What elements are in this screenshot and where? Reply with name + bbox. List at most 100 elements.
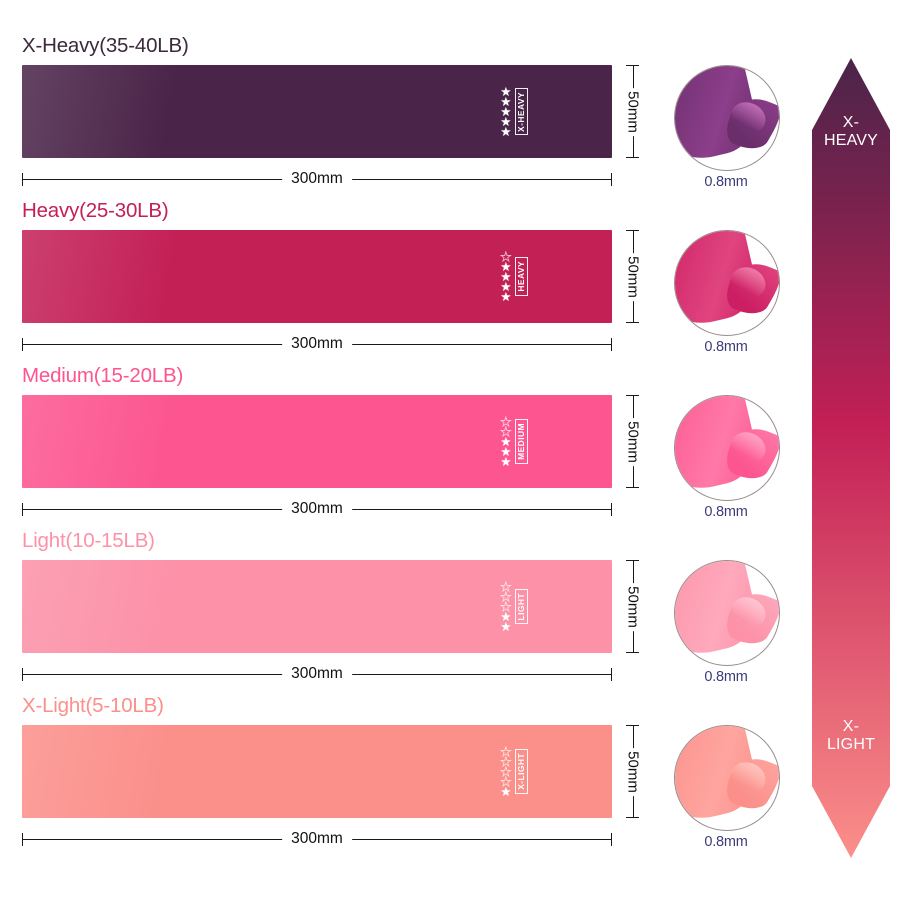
length-dimension: 300mm — [22, 830, 612, 848]
width-dimension-label: 50mm — [623, 87, 643, 136]
star-filled-icon: ★ — [500, 114, 512, 129]
length-dimension-cap-left — [22, 668, 23, 681]
band-level-tag: HEAVY — [514, 257, 528, 296]
scale-arrow-bottom-label-line2: LIGHT — [826, 735, 876, 753]
width-dimension-label: 50mm — [623, 582, 643, 631]
width-dimension-cap-top — [626, 560, 639, 561]
star-filled-icon: ★ — [500, 279, 512, 294]
band-level-tag: MEDIUM — [514, 419, 528, 464]
width-dimension-label: 50mm — [623, 252, 643, 301]
width-dimension-cap-bottom — [626, 652, 639, 653]
star-filled-icon: ★ — [500, 259, 512, 274]
star-filled-icon: ★ — [500, 784, 512, 799]
band-level-tag-label: LIGHT — [516, 592, 526, 621]
star-filled-icon: ★ — [500, 289, 512, 304]
band-level-tag-label: X-LIGHT — [516, 753, 526, 790]
star-outline-icon: ★ — [500, 579, 512, 594]
band-row: X-Heavy(35-40LB) ★ ★ ★ ★ ★ X-HEAVY 50mm 300mm — [0, 34, 660, 201]
band-title: Light(10-15LB) — [22, 529, 155, 552]
band-row: Heavy(25-30LB) ★ ★ ★ ★ ★ HEAVY 50mm 300mm — [0, 199, 660, 366]
length-dimension: 300mm — [22, 170, 612, 188]
star-outline-icon: ★ — [500, 414, 512, 429]
star-outline-icon: ★ — [500, 249, 512, 264]
band-thickness-closeup-photo — [674, 725, 780, 831]
band-strip: ★ ★ ★ ★ ★ X-LIGHT — [22, 725, 612, 818]
band-strip: ★ ★ ★ ★ ★ HEAVY — [22, 230, 612, 323]
star-filled-icon: ★ — [500, 609, 512, 624]
length-dimension-cap-right — [611, 668, 612, 681]
star-outline-icon: ★ — [500, 774, 512, 789]
width-dimension-cap-top — [626, 395, 639, 396]
star-filled-icon: ★ — [500, 104, 512, 119]
resistance-scale-arrow: X- HEAVY X- LIGHT — [812, 58, 890, 858]
star-filled-icon: ★ — [500, 434, 512, 449]
band-printed-logo: ★ ★ ★ ★ ★ X-HEAVY — [500, 84, 528, 139]
band-thickness-closeup-photo — [674, 230, 780, 336]
band-level-tag-label: MEDIUM — [516, 423, 526, 460]
band-printed-logo: ★ ★ ★ ★ ★ MEDIUM — [500, 414, 528, 469]
length-dimension-cap-right — [611, 338, 612, 351]
width-dimension-label: 50mm — [623, 747, 643, 796]
thickness-detail-row: 0.8mm — [660, 366, 800, 531]
length-dimension-cap-left — [22, 503, 23, 516]
band-star-rating: ★ ★ ★ ★ ★ — [500, 579, 512, 633]
scale-arrow-top-label-line1: X- — [842, 114, 860, 131]
band-level-tag-label: X-HEAVY — [516, 91, 526, 132]
star-filled-icon: ★ — [500, 84, 512, 99]
star-outline-icon: ★ — [500, 589, 512, 604]
band-star-rating: ★ ★ ★ ★ ★ — [500, 249, 512, 304]
thickness-detail-row: 0.8mm — [660, 36, 800, 201]
star-outline-icon: ★ — [500, 744, 512, 759]
bands-column: X-Heavy(35-40LB) ★ ★ ★ ★ ★ X-HEAVY 50mm 300mm Hea… — [0, 34, 660, 876]
band-title: Heavy(25-30LB) — [22, 199, 169, 222]
length-dimension-cap-left — [22, 173, 23, 186]
scale-arrow-bottom-label: X- LIGHT — [812, 718, 890, 754]
scale-arrow-bottom-label-line1: X- — [842, 718, 860, 735]
length-dimension-cap-right — [611, 833, 612, 846]
band-strip: ★ ★ ★ ★ ★ LIGHT — [22, 560, 612, 653]
width-dimension-label: 50mm — [623, 417, 643, 466]
thickness-detail-row: 0.8mm — [660, 696, 800, 861]
width-dimension: 50mm — [620, 560, 646, 653]
thickness-column: 0.8mm 0.8mm 0.8mm 0.8mm 0.8mm — [660, 36, 800, 876]
band-level-tag: X-LIGHT — [514, 749, 528, 794]
band-row: Light(10-15LB) ★ ★ ★ ★ ★ LIGHT 50mm 300mm — [0, 529, 660, 696]
length-dimension-label: 300mm — [282, 665, 352, 683]
width-dimension: 50mm — [620, 65, 646, 158]
band-star-rating: ★ ★ ★ ★ ★ — [500, 744, 512, 799]
length-dimension-cap-right — [611, 173, 612, 186]
length-dimension-label: 300mm — [282, 830, 352, 848]
band-level-tag: X-HEAVY — [514, 87, 528, 136]
width-dimension-cap-top — [626, 725, 639, 726]
length-dimension-label: 300mm — [282, 500, 352, 518]
band-title: X-Light(5-10LB) — [22, 694, 164, 717]
scale-arrow-shape — [812, 58, 890, 858]
band-printed-logo: ★ ★ ★ ★ ★ X-LIGHT — [500, 744, 528, 799]
band-printed-logo: ★ ★ ★ ★ ★ LIGHT — [500, 579, 528, 633]
star-filled-icon: ★ — [500, 454, 512, 469]
scale-arrow-top-label: X- HEAVY — [812, 114, 890, 150]
band-strip: ★ ★ ★ ★ ★ MEDIUM — [22, 395, 612, 488]
star-outline-icon: ★ — [500, 754, 512, 769]
width-dimension-cap-bottom — [626, 817, 639, 818]
star-filled-icon: ★ — [500, 444, 512, 459]
star-filled-icon: ★ — [500, 94, 512, 109]
band-row: Medium(15-20LB) ★ ★ ★ ★ ★ MEDIUM 50mm 300mm — [0, 365, 660, 531]
width-dimension: 50mm — [620, 395, 646, 488]
thickness-detail-row: 0.8mm — [660, 531, 800, 696]
band-star-rating: ★ ★ ★ ★ ★ — [500, 84, 512, 139]
thickness-detail-row: 0.8mm — [660, 201, 800, 366]
length-dimension: 300mm — [22, 665, 612, 683]
band-thickness-closeup-photo — [674, 560, 780, 666]
star-filled-icon: ★ — [500, 269, 512, 284]
star-filled-icon: ★ — [500, 124, 512, 139]
star-outline-icon: ★ — [500, 599, 512, 614]
star-outline-icon: ★ — [500, 424, 512, 439]
band-title: X-Heavy(35-40LB) — [22, 34, 189, 57]
band-thickness-closeup-photo — [674, 395, 780, 501]
length-dimension: 300mm — [22, 335, 612, 353]
band-thickness-closeup-photo — [674, 65, 780, 171]
thickness-label: 0.8mm — [704, 834, 748, 850]
width-dimension-cap-top — [626, 230, 639, 231]
band-printed-logo: ★ ★ ★ ★ ★ HEAVY — [500, 249, 528, 304]
